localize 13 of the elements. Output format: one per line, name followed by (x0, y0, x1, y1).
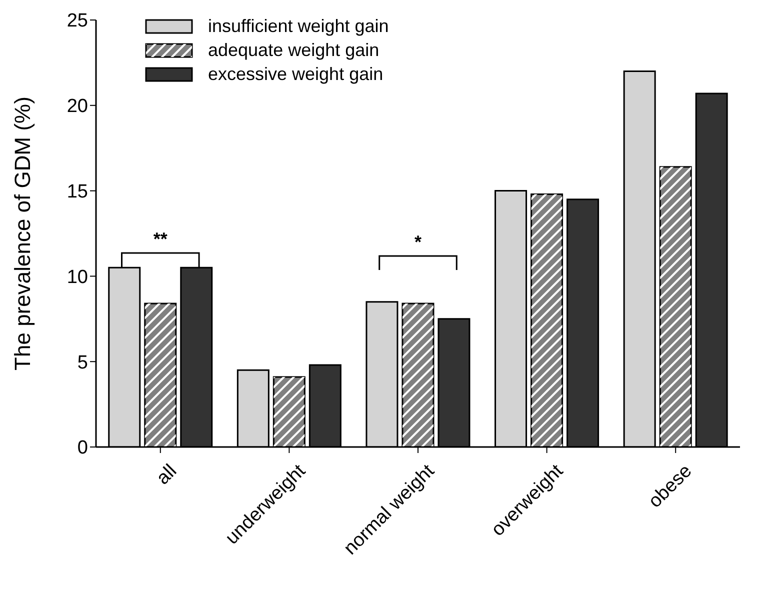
y-tick-label: 20 (66, 96, 88, 118)
y-tick-label: 0 (77, 438, 88, 459)
y-tick-label: 10 (66, 266, 88, 288)
annotation: ** (153, 229, 168, 249)
annotation: * (414, 232, 422, 252)
y-tick-label: 5 (77, 352, 88, 374)
legend-label: excessive weight gain (208, 64, 384, 84)
y-axis-title: The prevalence of GDM (%) (10, 96, 35, 370)
y-tick-label: 15 (66, 182, 88, 203)
legend-label: insufficient weight gain (208, 16, 389, 36)
y-tick-label: 25 (66, 10, 88, 32)
x-tick-label: all (152, 460, 181, 490)
legend-label: adequate weight gain (208, 40, 380, 60)
